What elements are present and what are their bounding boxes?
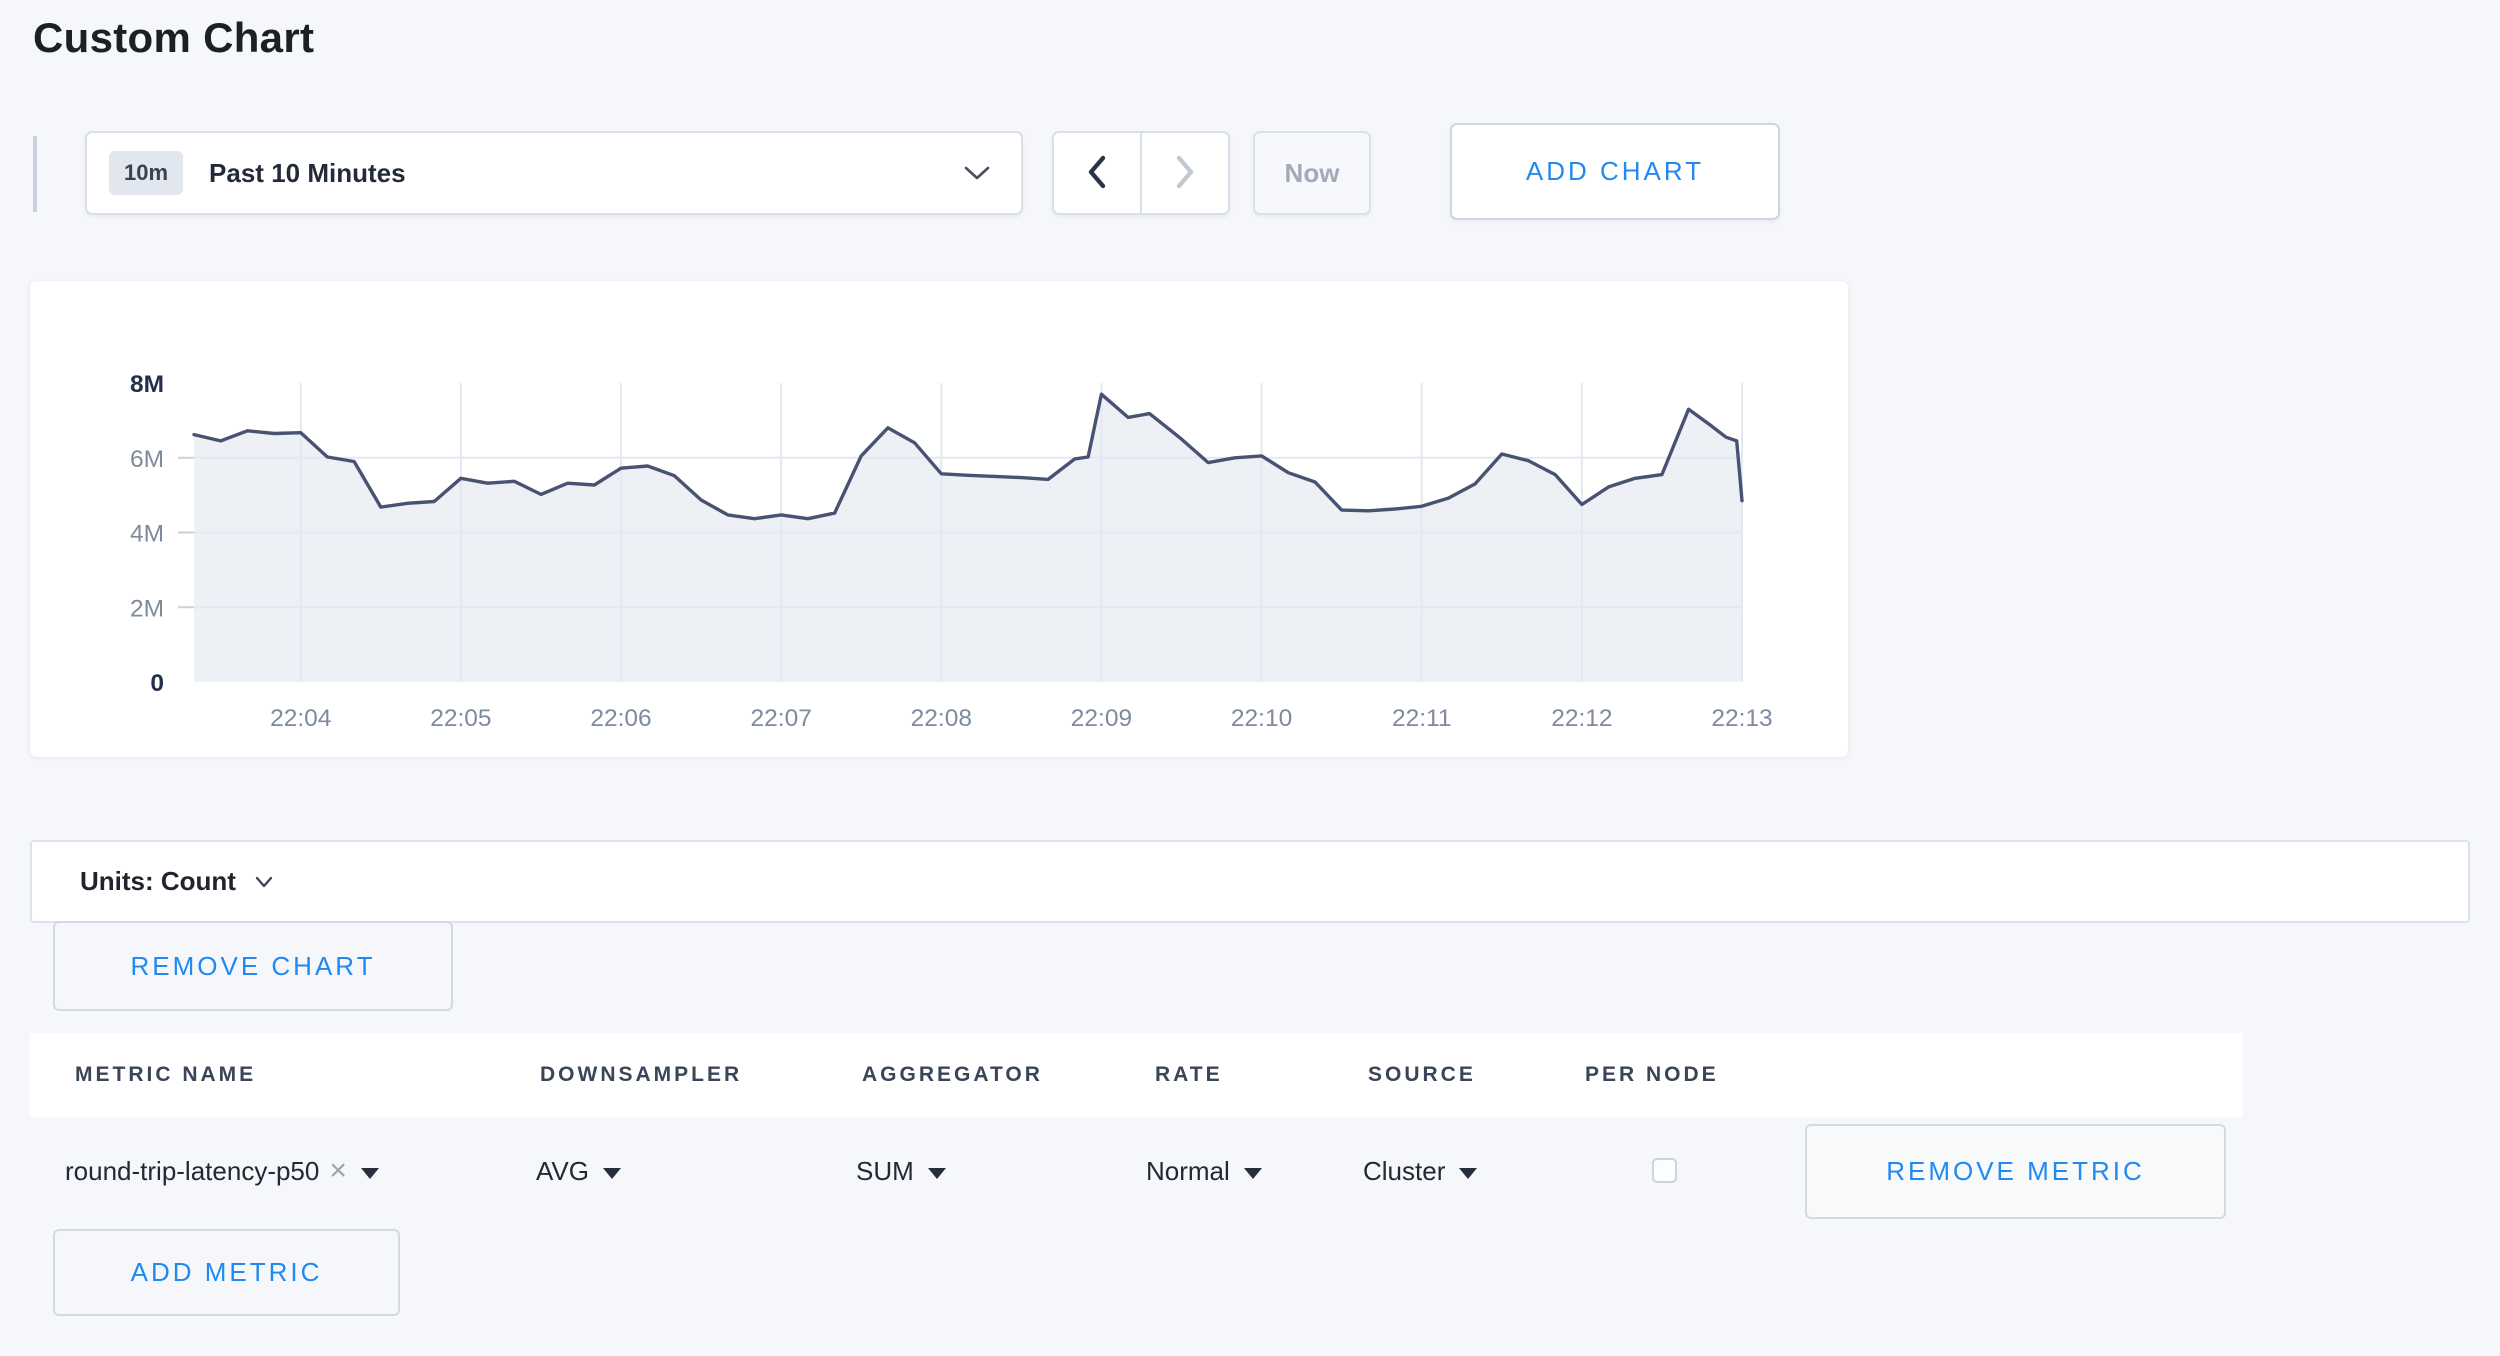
rate-value: Normal [1146, 1155, 1230, 1186]
per-node-checkbox[interactable] [1652, 1158, 1677, 1183]
caret-down-icon [1243, 1167, 1262, 1179]
page-title: Custom Chart [33, 14, 315, 61]
x-tick-label: 22:12 [1551, 705, 1612, 732]
now-button[interactable]: Now [1253, 131, 1371, 215]
time-forward-button[interactable] [1142, 133, 1228, 213]
x-tick-label: 22:05 [430, 705, 491, 732]
units-label: Units: Count [80, 866, 236, 896]
chart-card: 22:04 22:05 22:06 22:07 22:08 22:09 22:10 22:11… [30, 281, 1848, 757]
col-metric-name: METRIC NAME [75, 1063, 257, 1086]
chart-line [192, 392, 1744, 521]
rate-select[interactable]: Normal [1146, 1142, 1262, 1200]
y-tick-label: 4M [130, 521, 164, 548]
caret-down-icon [1459, 1167, 1478, 1179]
downsampler-value: AVG [536, 1155, 589, 1186]
metrics-table-header: METRIC NAME DOWNSAMPLER AGGREGATOR RATE … [30, 1033, 2243, 1117]
time-pager [1052, 131, 1230, 215]
caret-down-icon [360, 1167, 379, 1179]
toolbar-accent-bar [33, 136, 37, 212]
caret-down-icon [927, 1167, 946, 1179]
x-tick-label: 22:11 [1392, 705, 1452, 732]
col-downsampler: DOWNSAMPLER [540, 1063, 743, 1086]
y-tick-label: 0 [150, 670, 164, 697]
caret-down-icon [602, 1167, 621, 1179]
chevron-right-icon [1174, 155, 1196, 192]
chart-area-fill [194, 394, 1742, 682]
x-tick-label: 22:13 [1711, 705, 1772, 732]
pager-divider [1140, 133, 1142, 213]
clear-metric-icon[interactable]: × [329, 1154, 347, 1187]
chevron-down-icon [963, 164, 991, 182]
remove-metric-button[interactable]: REMOVE METRIC [1805, 1124, 2226, 1219]
source-select[interactable]: Cluster [1363, 1142, 1478, 1200]
metric-name-value: round-trip-latency-p50 [65, 1155, 320, 1186]
col-aggregator: AGGREGATOR [862, 1063, 1043, 1086]
chevron-down-icon [254, 875, 274, 889]
remove-chart-button[interactable]: REMOVE CHART [53, 921, 453, 1011]
x-tick-label: 22:09 [1071, 705, 1132, 732]
units-select-bar[interactable]: Units: Count [30, 840, 2470, 923]
y-tick-label: 2M [130, 595, 164, 622]
add-metric-button[interactable]: ADD METRIC [53, 1229, 400, 1316]
col-source: SOURCE [1368, 1063, 1476, 1086]
downsampler-select[interactable]: AVG [536, 1142, 621, 1200]
x-tick-label: 22:07 [751, 705, 812, 732]
time-window-select[interactable]: 10m Past 10 Minutes [85, 131, 1023, 215]
col-per-node: PER NODE [1585, 1063, 1719, 1086]
x-tick-label: 22:06 [590, 705, 651, 732]
time-window-label: Past 10 Minutes [209, 157, 406, 188]
x-tick-label: 22:08 [911, 705, 972, 732]
aggregator-value: SUM [856, 1155, 914, 1186]
x-tick-label: 22:04 [270, 705, 331, 732]
col-rate: RATE [1155, 1063, 1223, 1086]
metric-name-select[interactable]: round-trip-latency-p50 × [65, 1142, 379, 1200]
source-value: Cluster [1363, 1155, 1446, 1186]
time-window-badge: 10m [109, 151, 184, 195]
y-tick-label: 8M [130, 371, 164, 398]
x-tick-label: 22:10 [1231, 705, 1292, 732]
time-back-button[interactable] [1054, 133, 1140, 213]
metric-area-chart: 22:04 22:05 22:06 22:07 22:08 22:09 22:10 22:11… [130, 371, 1773, 732]
aggregator-select[interactable]: SUM [856, 1142, 946, 1200]
y-tick-label: 6M [130, 446, 164, 473]
chevron-left-icon [1086, 155, 1108, 192]
add-chart-button[interactable]: ADD CHART [1450, 123, 1780, 220]
